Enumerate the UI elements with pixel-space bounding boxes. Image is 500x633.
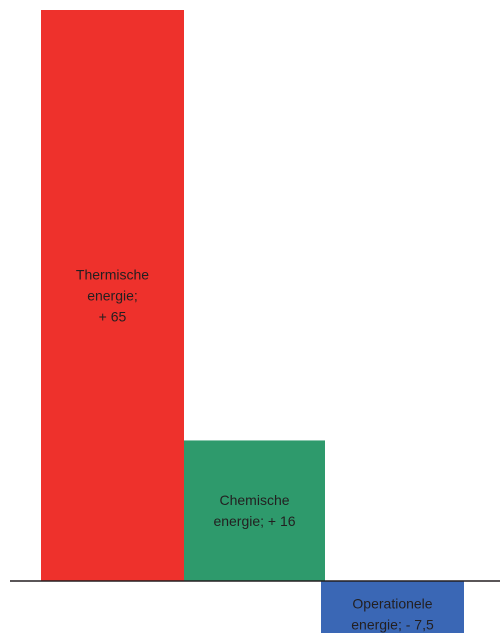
bar-label-line: energie; + 16 bbox=[213, 513, 295, 529]
bar-0 bbox=[41, 10, 184, 581]
bar-label-line: Thermische bbox=[76, 266, 149, 282]
bar-label-line: energie; - 7,5 bbox=[351, 616, 434, 632]
bar-label-line: + 65 bbox=[99, 308, 127, 324]
bar-label-line: energie; bbox=[87, 287, 138, 303]
bar-label-1: Chemische energie; + 16 bbox=[213, 492, 295, 529]
bar-label-line: Chemische bbox=[219, 492, 289, 508]
bar-label-2: Operationele energie; - 7,5 bbox=[351, 595, 434, 632]
bar-label-0: Thermische energie; + 65 bbox=[76, 266, 149, 324]
bar-2 bbox=[321, 581, 464, 633]
bar-labels: Thermische energie; + 65 Chemische energie; … bbox=[76, 266, 434, 632]
bars bbox=[41, 10, 464, 633]
bar-1 bbox=[184, 440, 325, 581]
bar-label-line: Operationele bbox=[352, 595, 432, 611]
